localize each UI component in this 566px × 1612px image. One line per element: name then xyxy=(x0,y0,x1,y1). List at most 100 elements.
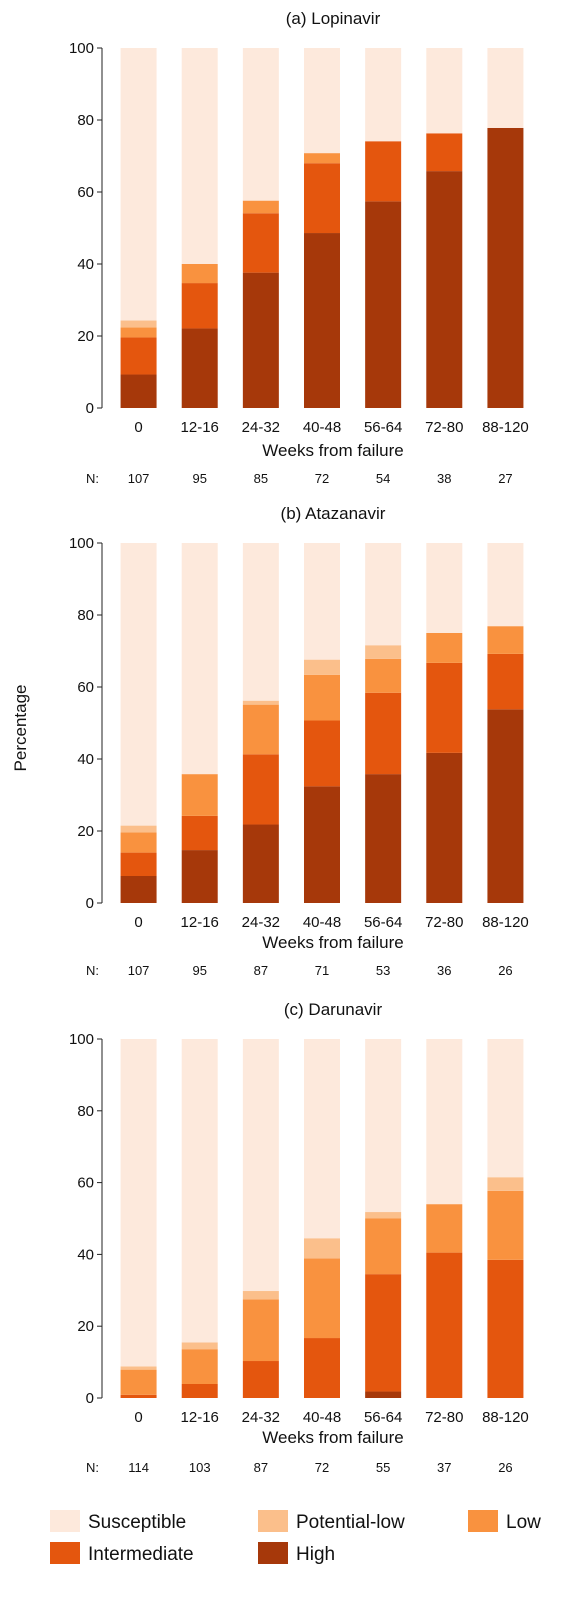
bar-segment-potential-low-56-64 xyxy=(365,645,402,659)
n-value: 107 xyxy=(128,471,150,486)
legend-swatch xyxy=(258,1542,288,1564)
panel-b-atazanavir: (b) Atazanavir 0 20 40 60 80 100 0 107 12-16 95 24-… xyxy=(69,504,529,978)
bar-segment-high-56-64 xyxy=(365,201,402,408)
bar-segment-susceptible-56-64 xyxy=(365,48,402,142)
legend-label: Potential-low xyxy=(296,1512,405,1533)
y-tick-label: 0 xyxy=(86,400,94,417)
x-tick-label: 88-120 xyxy=(482,419,529,436)
bar-segment-low-12-16 xyxy=(181,774,218,816)
legend-label: Intermediate xyxy=(88,1544,194,1565)
y-tick-label: 40 xyxy=(77,1246,94,1263)
legend-item-intermediate: Intermediate xyxy=(50,1542,194,1565)
n-value: 87 xyxy=(254,1460,268,1475)
bar-segment-susceptible-56-64 xyxy=(365,1039,402,1213)
legend-swatch xyxy=(50,1542,80,1564)
y-tick-label: 60 xyxy=(77,184,94,201)
x-tick-label: 56-64 xyxy=(364,1409,402,1426)
x-tick-label: 72-80 xyxy=(425,1409,463,1426)
bar-segment-intermediate-0 xyxy=(120,1394,157,1398)
bar-segment-potential-low-0 xyxy=(120,1366,157,1370)
bar-segment-intermediate-72-80 xyxy=(426,662,463,753)
legend-swatch xyxy=(50,1510,80,1532)
bar-segment-intermediate-24-32 xyxy=(242,754,279,825)
bar-segment-potential-low-88-120 xyxy=(487,1177,524,1191)
bar-segment-high-40-48 xyxy=(304,786,340,903)
bar-segment-susceptible-12-16 xyxy=(181,48,218,264)
n-value: 85 xyxy=(254,471,268,486)
bar-segment-potential-low-24-32 xyxy=(242,700,279,705)
bar-segment-susceptible-0 xyxy=(120,1039,157,1367)
y-tick-label: 80 xyxy=(77,112,94,129)
bar-segment-high-0 xyxy=(120,374,157,408)
x-tick-label: 40-48 xyxy=(303,419,341,436)
panel-title: (c) Darunavir xyxy=(284,1000,383,1019)
bar-segment-susceptible-56-64 xyxy=(365,543,402,646)
bar-segment-intermediate-72-80 xyxy=(426,1252,463,1398)
x-axis-label: Weeks from failure xyxy=(262,1428,403,1447)
bar-segment-potential-low-40-48 xyxy=(304,1238,340,1259)
x-tick-label: 72-80 xyxy=(425,914,463,931)
x-tick-label: 12-16 xyxy=(181,419,219,436)
bar-segment-susceptible-88-120 xyxy=(487,1039,524,1178)
chart-panels: (a) Lopinavir 0 20 40 60 80 100 0 107 12-16 95 24-3… xyxy=(69,9,529,1475)
bar-segment-low-40-48 xyxy=(304,153,340,164)
n-value: 55 xyxy=(376,1460,390,1475)
bar-segment-susceptible-0 xyxy=(120,48,157,321)
bar-segment-intermediate-12-16 xyxy=(181,815,218,851)
panel-title: (b) Atazanavir xyxy=(281,504,386,523)
y-tick-label: 60 xyxy=(77,1175,94,1192)
bar-segment-high-88-120 xyxy=(487,709,524,903)
bar-segment-low-72-80 xyxy=(426,1204,463,1253)
y-tick-label: 100 xyxy=(69,40,94,57)
x-tick-label: 40-48 xyxy=(303,914,341,931)
bar-segment-low-40-48 xyxy=(304,674,340,721)
y-tick-label: 40 xyxy=(77,751,94,768)
bar-segment-potential-low-24-32 xyxy=(242,1291,279,1300)
bar-segment-potential-low-12-16 xyxy=(181,1342,218,1350)
y-tick-label: 0 xyxy=(86,1390,94,1407)
bar-segment-high-24-32 xyxy=(242,272,279,408)
y-tick-label: 100 xyxy=(69,535,94,552)
x-tick-label: 0 xyxy=(134,914,142,931)
bar-segment-potential-low-40-48 xyxy=(304,659,340,675)
legend-label: Susceptible xyxy=(88,1512,186,1533)
bar-segment-high-0 xyxy=(120,876,157,903)
bar-segment-high-56-64 xyxy=(365,1391,402,1398)
n-value: 72 xyxy=(315,1460,329,1475)
bar-segment-low-0 xyxy=(120,327,157,338)
bar-segment-intermediate-0 xyxy=(120,337,157,375)
bar-segment-susceptible-88-120 xyxy=(487,543,524,627)
n-row-label: N: xyxy=(86,471,99,486)
n-value: 26 xyxy=(498,963,512,978)
bar-segment-high-72-80 xyxy=(426,171,463,408)
n-value: 72 xyxy=(315,471,329,486)
y-tick-label: 80 xyxy=(77,607,94,624)
x-axis-label: Weeks from failure xyxy=(262,441,403,460)
bar-segment-intermediate-72-80 xyxy=(426,133,463,172)
x-tick-label: 88-120 xyxy=(482,1409,529,1426)
n-value: 26 xyxy=(498,1460,512,1475)
n-value: 54 xyxy=(376,471,390,486)
bar-segment-low-12-16 xyxy=(181,264,218,284)
bar-segment-high-56-64 xyxy=(365,774,402,903)
bar-segment-intermediate-88-120 xyxy=(487,1259,524,1398)
panel-title: (a) Lopinavir xyxy=(286,9,381,28)
bar-segment-low-56-64 xyxy=(365,1218,402,1275)
bar-segment-intermediate-12-16 xyxy=(181,1383,218,1398)
bar-segment-susceptible-88-120 xyxy=(487,48,524,128)
bar-segment-susceptible-24-32 xyxy=(242,48,279,201)
x-tick-label: 0 xyxy=(134,1409,142,1426)
x-tick-label: 12-16 xyxy=(181,1409,219,1426)
legend-label: Low xyxy=(506,1512,541,1533)
x-axis-label: Weeks from failure xyxy=(262,933,403,952)
n-value: 37 xyxy=(437,1460,451,1475)
bar-segment-low-0 xyxy=(120,832,157,853)
bar-segment-intermediate-40-48 xyxy=(304,720,340,787)
bar-segment-low-72-80 xyxy=(426,633,463,663)
n-value: 107 xyxy=(128,963,150,978)
bar-segment-susceptible-12-16 xyxy=(181,1039,218,1343)
y-tick-label: 20 xyxy=(77,328,94,345)
x-tick-label: 24-32 xyxy=(242,914,280,931)
bar-segment-susceptible-72-80 xyxy=(426,543,463,633)
